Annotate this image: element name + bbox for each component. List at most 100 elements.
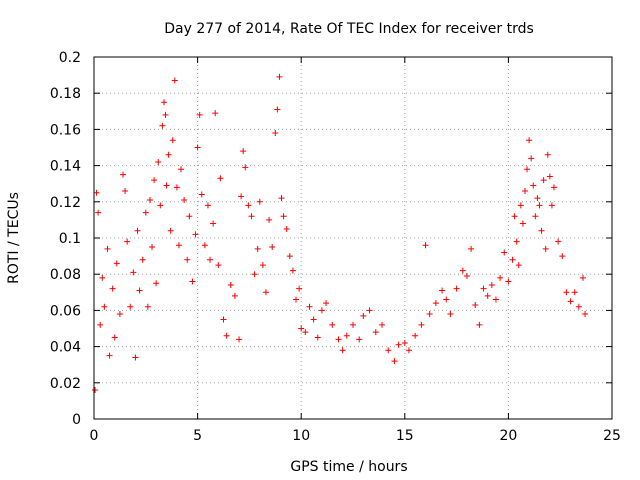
data-point [335,336,342,343]
data-point [278,195,285,202]
data-point [544,151,551,158]
data-point [175,242,182,249]
data-point [248,213,255,220]
data-point [157,202,164,209]
data-point [171,77,178,84]
data-point [251,271,258,278]
y-tick-label: 0.12 [50,195,81,211]
data-point [567,298,574,305]
data-point [165,151,172,158]
data-point [280,213,287,220]
data-point [542,245,549,252]
data-point [302,329,309,336]
data-point [509,256,516,263]
data-point [266,216,273,223]
data-point [127,303,134,310]
data-point [318,307,325,314]
data-point [159,122,166,129]
data-point [540,177,547,184]
data-point [101,303,108,310]
data-point [167,227,174,234]
data-point [240,148,247,155]
data-point [497,274,504,281]
data-point [215,262,222,269]
data-point [155,158,162,165]
data-point [426,311,433,318]
data-point [339,347,346,354]
data-point [575,303,582,310]
data-point [484,292,491,299]
data-point [276,73,283,80]
data-point [122,187,129,194]
data-point [192,231,199,238]
data-point [178,166,185,173]
data-point [184,256,191,263]
data-point [111,334,118,341]
data-point [151,177,158,184]
data-point [314,334,321,341]
data-point [259,262,266,269]
data-point [524,166,531,173]
data-point [189,278,196,285]
data-point [163,182,170,189]
data-point [153,280,160,287]
data-point [223,332,230,339]
data-point [146,196,153,203]
data-point [207,256,214,263]
x-tick-label: 15 [396,428,414,444]
data-point [395,341,402,348]
data-point [513,238,520,245]
data-point [391,358,398,365]
y-tick-label: 0.2 [59,50,81,66]
data-point [236,336,243,343]
data-point [521,187,528,194]
data-point [323,300,330,307]
data-point [310,316,317,323]
data-point [432,300,439,307]
data-point [546,173,553,180]
x-tick-label: 5 [193,428,202,444]
data-point [269,244,276,251]
data-point [198,191,205,198]
data-point [492,296,499,303]
x-tick-label: 20 [499,428,517,444]
data-point [256,198,263,205]
data-point [204,202,211,209]
data-point [181,196,188,203]
data-point [162,111,169,118]
data-point [293,296,300,303]
data-point [582,311,589,318]
x-tick-labels: 0 5 10 15 20 25 [90,428,621,444]
data-point [272,130,279,137]
y-tick-labels: 0 0.02 0.04 0.06 0.08 0.1 0.12 0.14 0.16 0.18 0.2 [50,50,81,428]
data-point [360,312,367,319]
data-point [220,316,227,323]
x-tick-label: 25 [603,428,621,444]
data-point [511,213,518,220]
data-point [169,137,176,144]
data-point [173,184,180,191]
data-point [385,347,392,354]
data-point [186,213,193,220]
data-point [422,242,429,249]
data-point [548,202,555,209]
data-point [274,106,281,113]
y-tick-label: 0.18 [50,86,81,102]
y-tick-label: 0.1 [59,231,81,247]
data-point [532,213,539,220]
y-tick-label: 0.04 [50,340,81,356]
data-point [480,285,487,292]
data-point [372,329,379,336]
data-point [242,164,249,171]
data-point [296,285,303,292]
data-point [130,269,137,276]
y-tick-label: 0.16 [50,122,81,138]
data-point [439,287,446,294]
data-point [453,285,460,292]
data-point [217,175,224,182]
data-point [289,267,296,274]
data-point [92,387,99,394]
data-point [447,311,454,318]
data-point [579,274,586,281]
